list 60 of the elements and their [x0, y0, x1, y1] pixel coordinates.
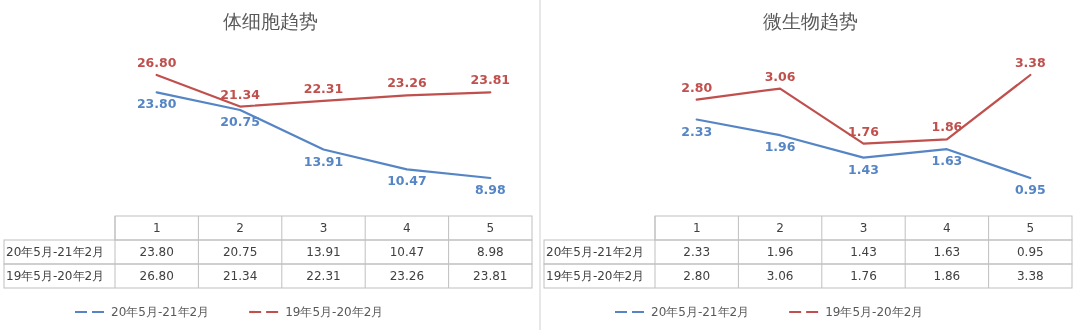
text: 23.80	[136, 96, 177, 112]
data-label: 3.38	[1016, 269, 1044, 283]
text: 2.33	[681, 123, 713, 139]
data-label: 13.91	[306, 245, 341, 259]
data-label: 23.26	[389, 269, 425, 283]
data-label: 22.31	[306, 269, 341, 283]
chart-title: 体细胞趋势	[222, 10, 318, 32]
text: 20.75	[220, 113, 260, 129]
text: 3.06	[764, 68, 796, 84]
text: 8.98	[474, 182, 506, 197]
data-label: 21.34	[222, 269, 258, 283]
text: 23.81	[470, 72, 511, 88]
legend-label: 20年5月-21年2月	[651, 305, 750, 319]
data-label: 1.76	[850, 269, 877, 283]
text: 1.96	[764, 139, 796, 155]
x-tick-label: 4	[943, 221, 951, 235]
text: 20年5月-21年2月	[546, 245, 645, 259]
text: 20年5月-21年2月	[6, 245, 105, 259]
text: 19年5月-20年2月	[6, 269, 105, 283]
x-tick-label: 1	[692, 221, 701, 235]
text: 1.63	[931, 153, 963, 169]
data-label: 2.80	[683, 269, 711, 283]
data-label: 10.47	[389, 245, 425, 259]
data-label: 23.81	[473, 269, 508, 283]
text: 13.91	[303, 153, 344, 169]
text: 22.31	[303, 80, 344, 96]
text: 2.80	[681, 79, 713, 95]
text: 1.43	[848, 161, 879, 177]
legend-label: 19年5月-20年2月	[825, 305, 924, 319]
data-label: 1.63	[933, 245, 961, 259]
data-label: 1.96	[766, 245, 794, 259]
legend-label: 19年5月-20年2月	[285, 305, 384, 319]
text: 1.76	[848, 123, 879, 139]
data-label: 8.98	[476, 245, 504, 259]
chart-title: 微生物趋势	[762, 10, 858, 32]
text: 10.47	[387, 173, 427, 189]
data-label: 3.06	[766, 269, 794, 283]
data-label: 1.43	[850, 245, 877, 259]
x-tick-label: 5	[1026, 221, 1035, 235]
data-label: 1.86	[933, 269, 961, 283]
x-tick-label: 3	[319, 221, 328, 235]
text: 19年5月-20年2月	[546, 269, 645, 283]
text: 0.95	[1014, 182, 1046, 197]
data-label: 23.80	[139, 245, 174, 259]
text: 26.80	[136, 55, 177, 70]
text: 23.26	[387, 75, 427, 91]
legend-label: 20年5月-21年2月	[111, 305, 210, 319]
x-tick-label: 2	[776, 221, 784, 235]
data-label: 26.80	[139, 269, 174, 283]
x-tick-label: 4	[403, 221, 411, 235]
x-tick-label: 3	[859, 221, 868, 235]
x-tick-label: 1	[152, 221, 161, 235]
text: 1.86	[931, 119, 963, 135]
data-label: 2.33	[683, 245, 711, 259]
text: 21.34	[220, 86, 260, 102]
x-tick-label: 5	[486, 221, 495, 235]
data-label: 0.95	[1016, 245, 1044, 259]
text: 3.38	[1014, 55, 1046, 70]
x-tick-label: 2	[236, 221, 244, 235]
data-label: 20.75	[222, 245, 258, 259]
